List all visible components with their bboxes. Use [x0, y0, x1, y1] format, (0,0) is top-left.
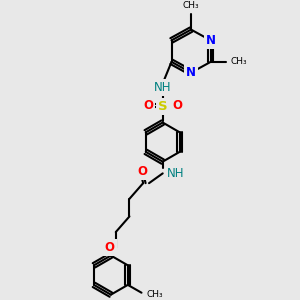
- Text: N: N: [186, 66, 196, 79]
- Text: N: N: [206, 34, 216, 47]
- Text: O: O: [105, 241, 115, 254]
- Text: O: O: [172, 99, 182, 112]
- Text: NH: NH: [154, 81, 172, 94]
- Text: CH₃: CH₃: [230, 57, 247, 66]
- Text: CH₃: CH₃: [146, 290, 163, 299]
- Text: O: O: [143, 99, 153, 112]
- Text: S: S: [158, 100, 167, 113]
- Text: CH₃: CH₃: [183, 1, 200, 10]
- Text: NH: NH: [167, 167, 184, 180]
- Text: O: O: [137, 165, 147, 178]
